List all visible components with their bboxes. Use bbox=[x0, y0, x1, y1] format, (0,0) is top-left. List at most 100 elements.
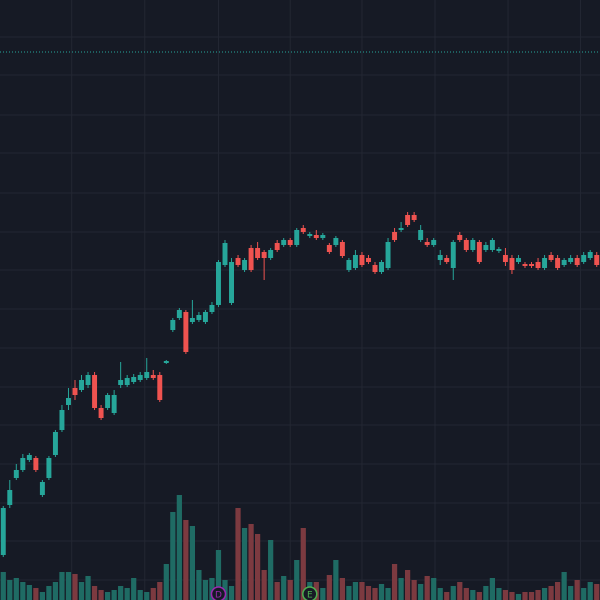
volume-bar bbox=[33, 588, 39, 600]
volume-bar bbox=[105, 592, 111, 600]
volume-bar bbox=[522, 592, 528, 600]
volume-bar bbox=[398, 578, 404, 600]
candle-body bbox=[483, 245, 489, 250]
candle-body bbox=[26, 455, 32, 460]
volume-bar bbox=[65, 572, 72, 600]
volume-bar bbox=[424, 576, 430, 600]
candle-body bbox=[470, 240, 476, 250]
volume-bar bbox=[215, 550, 222, 600]
candle-body bbox=[268, 250, 274, 258]
candle-body bbox=[307, 234, 313, 236]
candle-body bbox=[398, 228, 404, 230]
volume-bar bbox=[568, 586, 574, 600]
candle-body bbox=[39, 482, 45, 495]
candle-body bbox=[157, 375, 163, 400]
volume-bar bbox=[98, 590, 104, 600]
volume-bar bbox=[7, 580, 13, 600]
volume-bar bbox=[189, 526, 195, 600]
candle-body bbox=[170, 320, 176, 330]
candle-body bbox=[72, 388, 78, 395]
volume-bar bbox=[457, 582, 463, 600]
volume-bar bbox=[574, 580, 580, 600]
volume-bar bbox=[287, 580, 293, 600]
volume-bar bbox=[405, 570, 411, 600]
event-marker-label: E bbox=[307, 591, 313, 600]
candle-body bbox=[333, 238, 339, 245]
candle-body bbox=[346, 260, 352, 270]
volume-bar bbox=[196, 570, 202, 600]
candle-body bbox=[339, 242, 345, 256]
volume-bar bbox=[157, 582, 163, 600]
candle-body bbox=[587, 252, 593, 258]
candle-body bbox=[535, 262, 541, 268]
candle-body bbox=[300, 228, 306, 232]
volume-bar bbox=[333, 560, 339, 600]
candle-body bbox=[20, 458, 26, 470]
volume-bar bbox=[326, 575, 332, 600]
candle-body bbox=[124, 378, 130, 385]
candle-body bbox=[196, 315, 202, 320]
candle-body bbox=[98, 408, 104, 418]
volume-bar bbox=[483, 586, 489, 600]
volume-bar bbox=[209, 578, 215, 600]
volume-bar bbox=[372, 588, 378, 600]
volume-bar bbox=[496, 588, 502, 600]
volume-bar bbox=[268, 540, 274, 600]
candle-body bbox=[261, 252, 267, 258]
candle-body bbox=[366, 258, 371, 262]
volume-bar bbox=[320, 588, 326, 600]
candle-body bbox=[372, 265, 378, 272]
volume-bar bbox=[587, 582, 593, 600]
candle-body bbox=[66, 398, 71, 405]
volume-bar bbox=[85, 576, 91, 600]
volume-bar bbox=[548, 586, 554, 600]
volume-bar bbox=[255, 534, 261, 600]
candle-body bbox=[385, 242, 391, 268]
volume-bar bbox=[241, 528, 248, 600]
candle-body bbox=[542, 258, 548, 268]
volume-bar bbox=[378, 584, 385, 600]
candle-body bbox=[85, 375, 91, 385]
volume-bar bbox=[248, 524, 254, 600]
volume-bar bbox=[137, 590, 143, 600]
volume-bar bbox=[418, 584, 424, 600]
volume-bar bbox=[235, 508, 241, 600]
candle-body bbox=[131, 377, 137, 382]
volume-bar bbox=[150, 588, 156, 600]
candle-body bbox=[496, 249, 502, 251]
candle-body bbox=[476, 242, 482, 262]
volume-bar bbox=[170, 512, 176, 600]
volume-bar bbox=[444, 592, 450, 600]
volume-bar bbox=[391, 564, 398, 600]
candle-body bbox=[450, 242, 456, 268]
volume-bar bbox=[52, 582, 59, 600]
volume-bar bbox=[431, 578, 437, 600]
candle-body bbox=[502, 255, 508, 262]
candle-body bbox=[79, 380, 84, 390]
volume-bar bbox=[118, 586, 124, 600]
volume-bar bbox=[13, 578, 19, 600]
candle-body bbox=[176, 310, 182, 318]
volume-bar bbox=[463, 588, 469, 600]
volume-bar bbox=[26, 585, 32, 600]
volume-bar bbox=[515, 594, 522, 600]
candle-body bbox=[0, 508, 6, 555]
candle-body bbox=[222, 243, 228, 265]
candle-body bbox=[359, 255, 365, 265]
candle-body bbox=[144, 372, 150, 378]
volume-bar bbox=[476, 592, 482, 600]
candle-body bbox=[509, 258, 515, 270]
candle-body bbox=[405, 215, 411, 225]
volume-bar bbox=[437, 588, 443, 600]
volume-bar bbox=[20, 582, 26, 600]
candle-body bbox=[255, 248, 261, 258]
candle-body bbox=[137, 375, 143, 380]
candle-body bbox=[555, 258, 561, 268]
candle-body bbox=[326, 245, 332, 252]
volume-bar bbox=[202, 580, 209, 600]
candle-body bbox=[189, 318, 195, 322]
candle-body bbox=[229, 262, 234, 303]
event-marker-label: D bbox=[215, 591, 222, 600]
volume-bar bbox=[46, 586, 52, 600]
candle-body bbox=[411, 215, 417, 220]
